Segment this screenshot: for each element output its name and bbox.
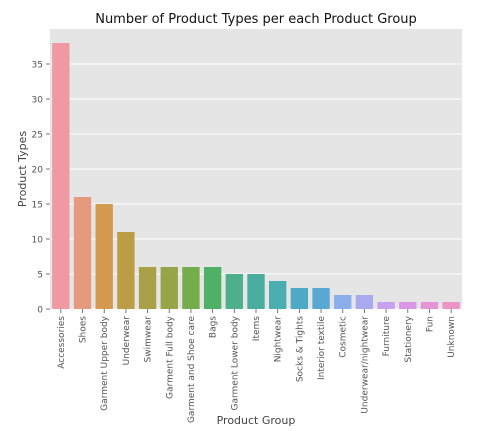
bar-cosmetic <box>334 295 352 309</box>
bar-garment-lower-body <box>225 274 243 309</box>
x-tick-label: Garment Lower body <box>230 315 240 410</box>
x-tick-label: Garment Upper body <box>100 315 110 410</box>
bar-fun <box>420 302 439 309</box>
bar-accessories <box>52 43 70 309</box>
x-tick-label: Items <box>252 316 262 341</box>
x-tick-label: Stationery <box>404 315 414 362</box>
bar-underwear-nightwear <box>355 295 374 309</box>
bar-shoes <box>73 197 92 309</box>
bar-items <box>247 274 265 309</box>
bar-interior-textile <box>312 288 330 309</box>
x-tick-label: Accessories <box>57 316 67 369</box>
bar-garment-full-body <box>160 267 178 309</box>
bars <box>52 43 460 309</box>
x-tick-label: Furniture <box>382 316 392 357</box>
x-tick-label: Swimwear <box>144 316 154 363</box>
bar-furniture <box>377 302 395 309</box>
bar-stationery <box>399 302 417 309</box>
bar-garment-and-shoe-care <box>182 267 200 309</box>
x-tick-label: Fun <box>425 316 435 332</box>
x-tick-label: Unknown <box>447 316 457 358</box>
x-tick-label: Underwear/nightwear <box>360 316 370 414</box>
bar-bags <box>203 267 222 309</box>
y-axis-title: Product Types <box>16 131 29 208</box>
y-tick-label: 25 <box>32 131 43 141</box>
y-tick-label: 0 <box>37 306 43 316</box>
chart-title: Number of Product Types per each Product… <box>95 12 417 27</box>
x-tick-label: Garment and Shoe care <box>187 316 197 424</box>
bar-swimwear <box>138 267 157 309</box>
bar-garment-upper-body <box>95 204 113 309</box>
x-tick-label: Interior textile <box>317 316 327 380</box>
x-axis-ticks: Accessories Shoes Garment Upper body Underw… <box>57 309 457 423</box>
x-tick-label: Nightwear <box>274 316 284 363</box>
x-tick-label: Bags <box>209 316 219 338</box>
y-tick-label: 10 <box>32 236 44 246</box>
bar-nightwear <box>269 281 287 309</box>
bar-socks-tights <box>290 288 309 309</box>
bar-underwear <box>117 232 135 309</box>
y-tick-label: 5 <box>37 271 43 281</box>
x-tick-label: Socks & Tights <box>295 316 305 382</box>
bar-unknown <box>442 302 460 309</box>
y-tick-label: 20 <box>32 166 44 176</box>
x-tick-label: Cosmetic <box>339 316 349 358</box>
y-tick-label: 15 <box>32 201 43 211</box>
y-tick-label: 30 <box>32 96 44 106</box>
x-tick-label: Shoes <box>79 316 89 343</box>
y-tick-label: 35 <box>32 61 43 71</box>
x-tick-label: Underwear <box>122 316 132 366</box>
y-axis-ticks: 0 5 10 15 20 25 30 35 <box>32 61 50 316</box>
x-tick-label: Garment Full body <box>165 315 175 399</box>
x-axis-title: Product Group <box>217 414 296 427</box>
